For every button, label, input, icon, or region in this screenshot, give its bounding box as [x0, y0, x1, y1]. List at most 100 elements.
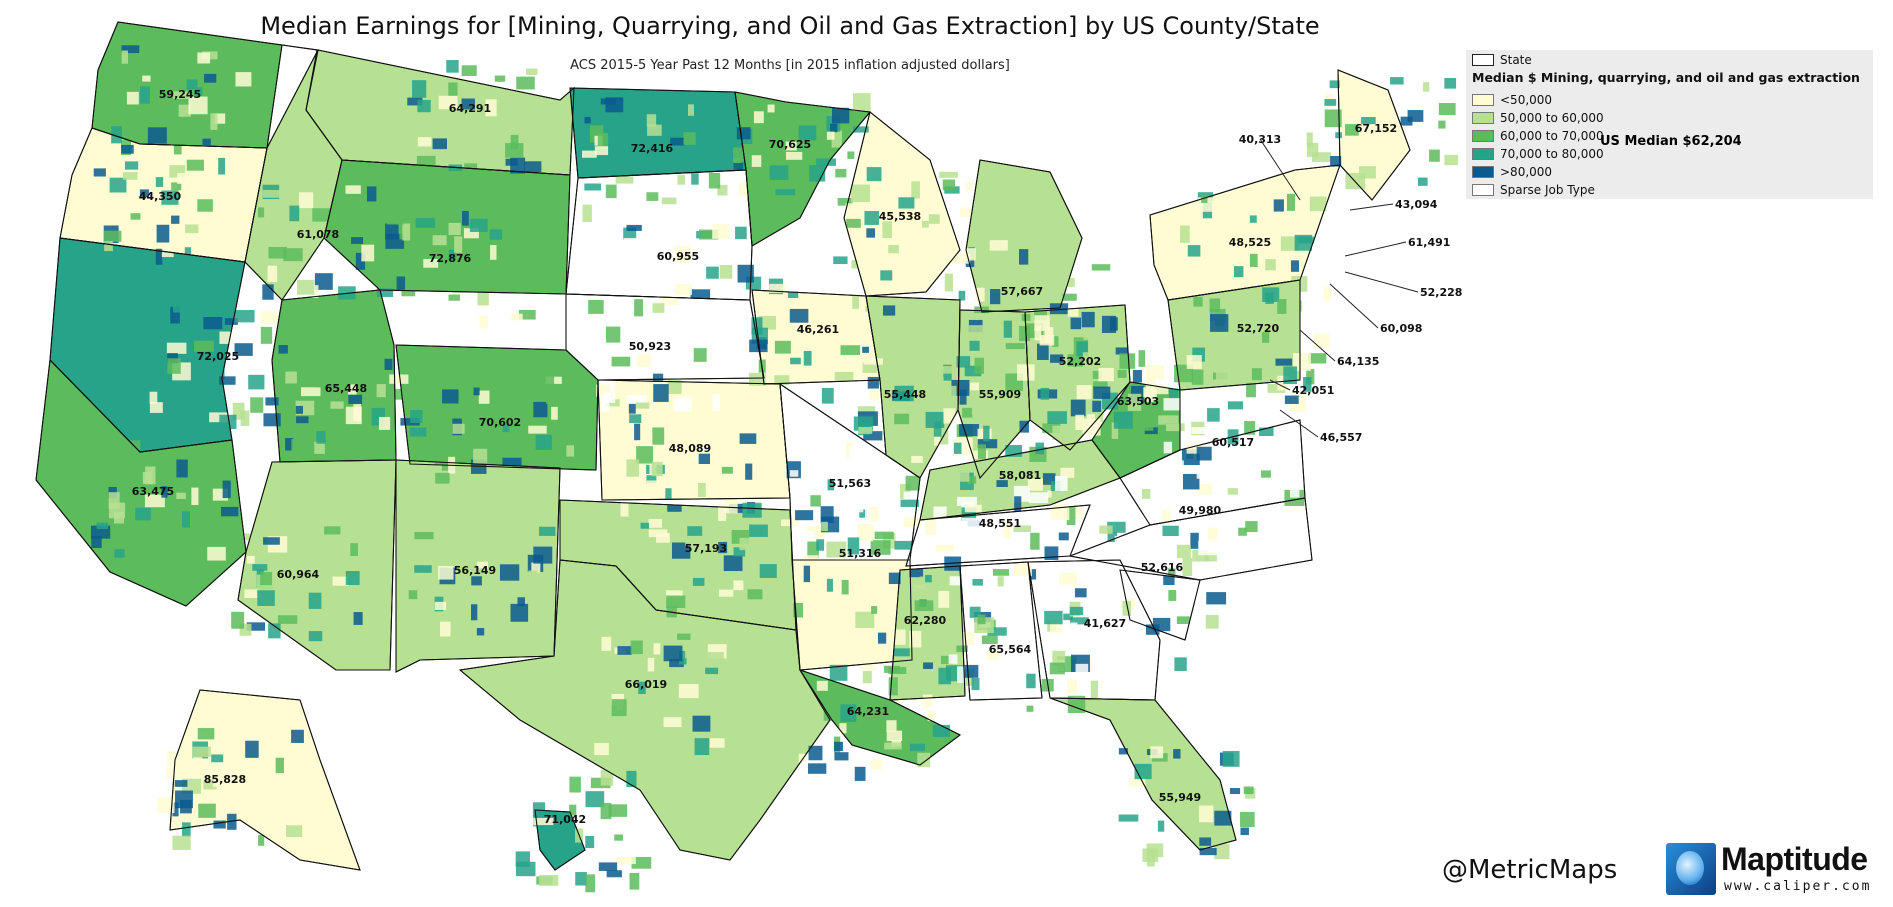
- county-speckle: [834, 371, 854, 382]
- county-speckle: [202, 460, 212, 467]
- callout-leader: [1259, 138, 1301, 201]
- county-speckle: [959, 424, 980, 437]
- county-speckle: [636, 446, 654, 464]
- county-speckle: [1429, 149, 1440, 162]
- county-speckle: [149, 391, 158, 404]
- county-speckle: [1058, 532, 1069, 541]
- county-speckle: [675, 284, 692, 295]
- county-speckle: [582, 313, 598, 321]
- county-speckle: [244, 589, 261, 599]
- county-speckle: [736, 127, 751, 140]
- state-value-label: 55,448: [884, 388, 926, 401]
- county-speckle: [698, 324, 708, 334]
- county-speckle: [170, 306, 180, 324]
- county-speckle: [584, 117, 591, 124]
- legend: State Median $ Mining, quarrying, and oi…: [1466, 50, 1873, 199]
- county-speckle: [232, 402, 245, 420]
- county-speckle: [1246, 382, 1256, 398]
- legend-swatch: [1472, 166, 1494, 178]
- county-speckle: [827, 479, 835, 491]
- county-speckle: [130, 213, 141, 220]
- county-speckle: [962, 407, 973, 418]
- state-value-label: 65,448: [325, 382, 367, 395]
- county-speckle: [1211, 485, 1228, 498]
- county-speckle: [502, 457, 522, 466]
- county-speckle: [299, 192, 314, 209]
- county-speckle: [161, 190, 179, 205]
- county-speckle: [1034, 310, 1048, 321]
- county-speckle: [1052, 425, 1069, 440]
- county-speckle: [1438, 103, 1456, 116]
- county-speckle: [257, 207, 265, 218]
- county-speckle: [883, 305, 896, 316]
- county-speckle: [210, 113, 218, 130]
- county-speckle: [889, 526, 907, 534]
- county-speckle: [590, 777, 611, 789]
- county-speckle: [260, 571, 273, 590]
- county-speckle: [900, 499, 919, 507]
- county-speckle: [712, 223, 730, 239]
- county-speckle: [410, 409, 423, 424]
- county-speckle: [96, 522, 108, 529]
- county-speckle: [793, 602, 804, 618]
- county-speckle: [442, 389, 459, 404]
- county-speckle: [626, 770, 637, 788]
- state-value-label: 64,291: [449, 102, 491, 115]
- county-speckle: [1291, 275, 1308, 292]
- county-speckle: [789, 470, 799, 477]
- county-speckle: [135, 507, 151, 521]
- county-speckle: [996, 480, 1008, 488]
- county-speckle: [144, 494, 165, 508]
- county-speckle: [476, 628, 485, 636]
- county-speckle: [928, 214, 940, 224]
- county-speckle: [911, 455, 923, 463]
- county-speckle: [1206, 592, 1227, 605]
- county-speckle: [1217, 551, 1233, 564]
- county-speckle: [626, 395, 647, 404]
- logo-url: www.caliper.com: [1724, 879, 1872, 894]
- county-speckle: [171, 182, 182, 191]
- logo-name: Maptitude: [1721, 841, 1868, 877]
- county-speckle: [716, 306, 728, 320]
- county-speckle: [900, 483, 911, 499]
- county-speckle: [1265, 259, 1276, 271]
- county-speckle: [224, 318, 238, 325]
- county-speckle: [192, 746, 211, 758]
- state-value-label: 57,193: [685, 542, 727, 555]
- state-border: [395, 459, 561, 673]
- county-speckle: [1240, 827, 1249, 836]
- state-value-label: 55,949: [1159, 791, 1201, 804]
- county-speckle: [852, 294, 859, 309]
- state-value-label: 58,081: [999, 469, 1041, 482]
- county-speckle: [614, 834, 624, 841]
- county-speckle: [1063, 613, 1073, 621]
- county-speckle: [301, 387, 321, 397]
- county-speckle: [268, 623, 281, 639]
- state-border: [889, 565, 966, 701]
- county-speckle: [747, 589, 763, 600]
- county-speckle: [316, 369, 332, 388]
- county-speckle: [584, 183, 602, 191]
- county-speckle: [1324, 109, 1342, 128]
- county-speckle: [1199, 847, 1217, 856]
- county-speckle: [739, 433, 757, 444]
- county-speckle: [351, 237, 364, 244]
- legend-label: >80,000: [1500, 165, 1553, 179]
- county-speckle: [808, 745, 823, 761]
- county-speckle: [1158, 415, 1166, 425]
- county-speckle: [114, 549, 125, 558]
- county-speckle: [1174, 657, 1187, 671]
- county-speckle: [1207, 527, 1218, 542]
- county-speckle: [312, 208, 331, 222]
- county-speckle: [1068, 366, 1082, 384]
- county-speckle: [1042, 473, 1056, 485]
- county-speckle: [528, 570, 538, 580]
- county-speckle: [517, 597, 525, 607]
- county-speckle: [934, 428, 941, 446]
- county-speckle: [186, 79, 198, 90]
- county-speckle: [275, 757, 284, 774]
- maptitude-logo: Maptitude www.caliper.com: [1666, 841, 1881, 897]
- county-speckle: [1215, 514, 1224, 527]
- county-speckle: [1167, 491, 1174, 499]
